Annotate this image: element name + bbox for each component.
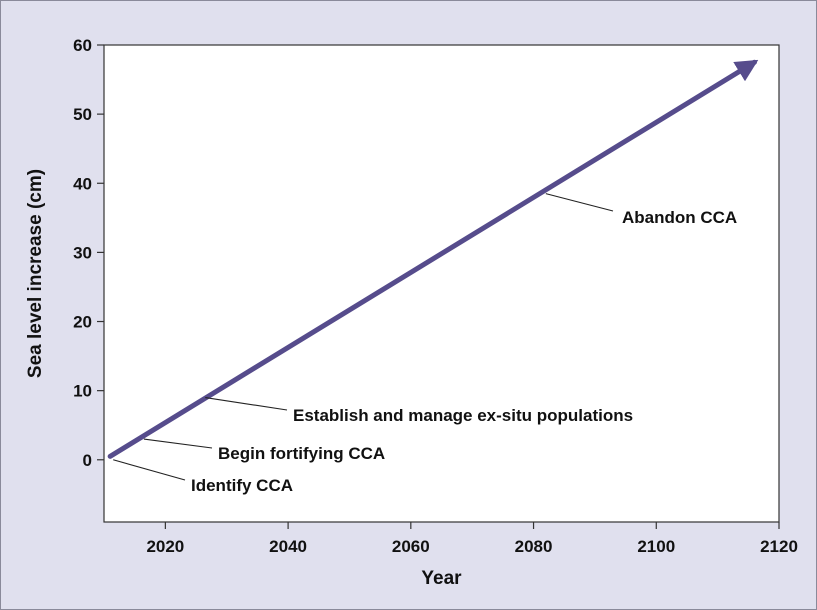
annotation-leader-line <box>545 193 614 212</box>
x-axis: 2020 2040 2060 2080 2100 2120 <box>146 522 798 556</box>
y-tick-label: 50 <box>73 105 92 124</box>
sea-level-line <box>107 59 759 459</box>
annotation-layer: Identify CCA Begin fortifying CCA Establis… <box>113 193 737 495</box>
plot-area <box>103 44 780 523</box>
x-tick-label: 2120 <box>760 537 798 556</box>
x-tick-label: 2060 <box>392 537 430 556</box>
y-axis-label: Sea level increase (cm) <box>25 169 46 378</box>
annotation-label: Begin fortifying CCA <box>218 444 385 463</box>
annotation-leader-line <box>113 459 186 481</box>
annotation-label: Abandon CCA <box>622 208 737 227</box>
annotation-label: Identify CCA <box>191 476 293 495</box>
x-tick-label: 2100 <box>637 537 675 556</box>
y-tick-label: 30 <box>73 243 92 262</box>
annotation-leader-line <box>143 438 213 449</box>
x-tick-label: 2080 <box>515 537 553 556</box>
x-axis-label: Year <box>421 568 462 589</box>
annotation-leader-line <box>205 397 288 411</box>
annotation-label: Establish and manage ex-situ populations <box>293 406 633 425</box>
y-tick-label: 40 <box>73 174 92 193</box>
y-axis: 0 10 20 30 40 50 60 <box>73 36 104 470</box>
y-tick-label: 60 <box>73 36 92 55</box>
x-tick-label: 2040 <box>269 537 307 556</box>
x-tick-label: 2020 <box>146 537 184 556</box>
series-layer <box>107 59 759 459</box>
y-tick-label: 0 <box>83 451 92 470</box>
y-tick-label: 20 <box>73 313 92 332</box>
y-tick-label: 10 <box>73 382 92 401</box>
